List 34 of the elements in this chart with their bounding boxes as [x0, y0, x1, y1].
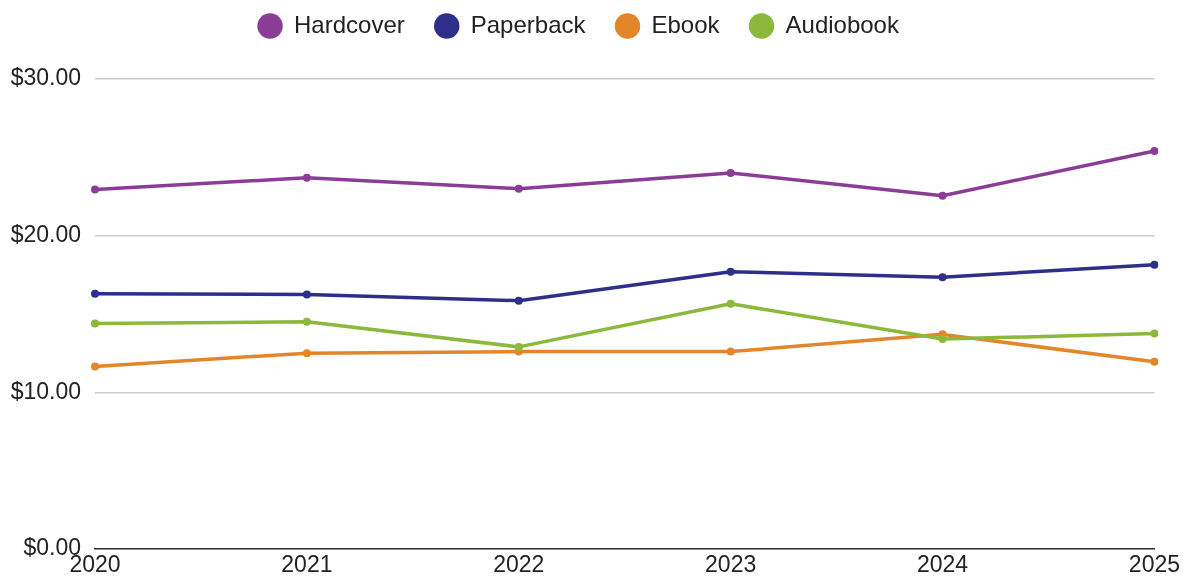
- y-tick-label: $30.00: [10, 64, 81, 91]
- legend-label: Audiobook: [785, 10, 900, 38]
- point: [91, 185, 99, 194]
- point: [302, 349, 311, 358]
- point: [514, 296, 523, 305]
- x-tick-label: 2023: [705, 551, 757, 578]
- y-tick-label: $10.00: [10, 377, 81, 404]
- point: [91, 362, 99, 371]
- x-tick-label: 2024: [916, 551, 969, 578]
- point: [938, 335, 947, 344]
- point: [302, 173, 311, 182]
- point: [726, 169, 735, 177]
- legend-label: Ebook: [651, 10, 721, 38]
- x-tick-label: 2022: [493, 551, 545, 578]
- legend-label: Hardcover: [294, 10, 405, 38]
- legend-label: Paperback: [470, 10, 587, 38]
- point: [514, 184, 523, 193]
- point: [726, 347, 735, 356]
- point: [91, 289, 99, 298]
- point: [1150, 260, 1159, 269]
- x-tick-label: 2021: [281, 551, 333, 578]
- point: [1150, 357, 1159, 366]
- point: [726, 267, 735, 276]
- point: [302, 317, 311, 326]
- point: [1150, 329, 1159, 338]
- point: [938, 191, 947, 200]
- y-tick-label: $20.00: [10, 221, 81, 248]
- point: [726, 299, 735, 308]
- x-tick-label: 2025: [1128, 551, 1180, 578]
- point: [1150, 147, 1159, 156]
- point: [302, 290, 311, 299]
- point: [91, 319, 99, 328]
- point: [514, 342, 523, 351]
- point: [938, 273, 947, 282]
